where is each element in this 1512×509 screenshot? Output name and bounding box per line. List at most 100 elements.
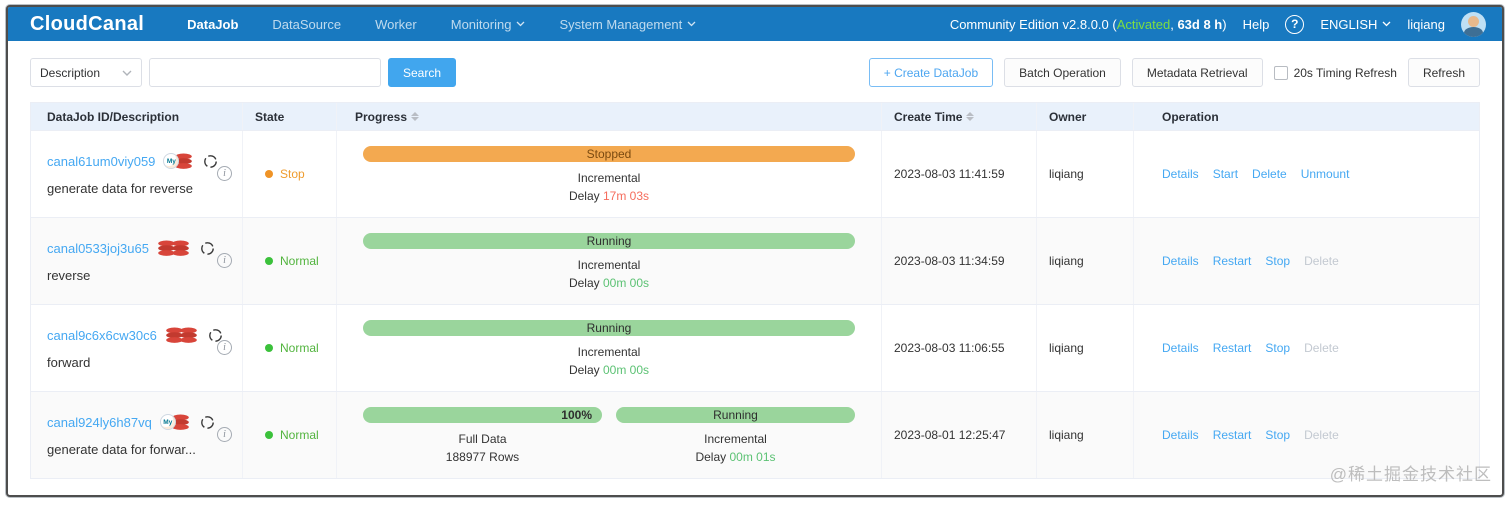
progress-stage: Incremental	[577, 344, 641, 359]
info-icon[interactable]: i	[217, 340, 232, 355]
edition-info: Community Edition v2.8.0.0 (Activated, 6…	[949, 16, 1227, 32]
column-header-operation: Operation	[1162, 109, 1219, 124]
redis-icon	[180, 327, 197, 343]
create-datajob-button[interactable]: + Create DataJob	[868, 58, 994, 87]
nav-item-monitoring[interactable]: Monitoring	[434, 7, 543, 41]
filter-type-select[interactable]: Description	[30, 58, 142, 87]
progress-segment-full-data: 100% Full Data 188977 Rows	[363, 406, 602, 464]
info-icon[interactable]: i	[217, 253, 232, 268]
delete-link: Delete	[1304, 428, 1339, 442]
operation-cell: Details Restart Stop Delete	[1134, 392, 1479, 478]
delay-value: 00m 00s	[602, 275, 650, 290]
info-icon[interactable]: i	[217, 166, 232, 181]
create-time-cell: 2023-08-03 11:06:55	[882, 305, 1037, 391]
delay-value: 17m 03s	[602, 188, 650, 203]
state-cell: Normal	[243, 218, 337, 304]
state-cell: Stop	[243, 131, 337, 217]
app-window: CloudCanal DataJob DataSource Worker Mon…	[6, 5, 1504, 497]
datajob-id-link[interactable]: canal61um0viy059	[47, 153, 156, 169]
status-label: Normal	[280, 428, 319, 442]
datajob-id-link[interactable]: canal924ly6h87vq	[47, 414, 152, 430]
help-link[interactable]: Help	[1242, 16, 1270, 32]
progress-segment: Running Incremental Delay 00m 00s	[363, 319, 855, 377]
language-selector[interactable]: ENGLISH	[1320, 17, 1391, 32]
sort-icon[interactable]	[411, 112, 420, 121]
search-button[interactable]: Search	[388, 58, 457, 87]
watermark: @稀土掘金技术社区	[1329, 465, 1492, 484]
table-row: canal0533joj3u65 reverse i Normal	[31, 217, 1479, 304]
progress-segment: Stopped Incremental Delay 17m 03s	[363, 145, 855, 203]
nav-item-datajob[interactable]: DataJob	[187, 16, 239, 32]
owner-cell: liqiang	[1037, 218, 1134, 304]
timing-refresh-toggle[interactable]: 20s Timing Refresh	[1273, 65, 1397, 80]
search-input[interactable]	[149, 58, 381, 87]
nav-item-datasource[interactable]: DataSource	[272, 16, 342, 32]
batch-operation-button[interactable]: Batch Operation	[1004, 58, 1121, 87]
chevron-down-icon	[1382, 21, 1391, 27]
metadata-retrieval-button[interactable]: Metadata Retrieval	[1131, 58, 1263, 87]
sync-icon	[200, 415, 215, 430]
table-row: canal61um0viy059 My generate data for re…	[31, 130, 1479, 217]
create-time-cell: 2023-08-03 11:34:59	[882, 218, 1037, 304]
user-avatar[interactable]	[1461, 11, 1486, 37]
delay-value: 00m 00s	[602, 362, 650, 377]
column-header-progress[interactable]: Progress	[337, 103, 882, 130]
timing-refresh-checkbox[interactable]	[1273, 65, 1288, 80]
delay-value: 00m 01s	[729, 449, 776, 464]
stop-link[interactable]: Stop	[1265, 428, 1291, 442]
nav-item-worker[interactable]: Worker	[375, 16, 417, 32]
datajob-cell: canal0533joj3u65 reverse i	[31, 218, 243, 304]
stop-link[interactable]: Stop	[1265, 341, 1291, 355]
table-row: canal924ly6h87vq My generate data for fo…	[31, 391, 1479, 478]
stop-link[interactable]: Stop	[1265, 254, 1291, 268]
details-link[interactable]: Details	[1162, 341, 1199, 355]
rows-count: 188977 Rows	[445, 449, 520, 464]
sort-icon[interactable]	[966, 112, 975, 121]
details-link[interactable]: Details	[1162, 167, 1199, 181]
details-link[interactable]: Details	[1162, 254, 1199, 268]
datajob-id-link[interactable]: canal9c6x6cw30c6	[47, 327, 157, 343]
sync-icon	[208, 328, 223, 343]
status-label: Stop	[280, 167, 305, 181]
restart-link[interactable]: Restart	[1212, 428, 1252, 442]
restart-link[interactable]: Restart	[1212, 341, 1252, 355]
details-link[interactable]: Details	[1162, 428, 1199, 442]
avatar-head	[1468, 15, 1479, 27]
state-cell: Normal	[243, 305, 337, 391]
column-header-datajob: DataJob ID/Description	[31, 103, 243, 130]
redis-icon	[175, 153, 193, 169]
progress-segment: Running Incremental Delay 00m 00s	[363, 232, 855, 290]
datajob-id-link[interactable]: canal0533joj3u65	[47, 240, 149, 256]
cloudcanal-logo: CloudCanal	[30, 12, 145, 35]
status-dot	[265, 431, 273, 439]
state-cell: Normal	[243, 392, 337, 478]
status-label: Normal	[280, 341, 319, 355]
mysql-icon: My	[159, 414, 176, 430]
restart-link[interactable]: Restart	[1212, 254, 1252, 268]
column-header-create-time[interactable]: Create Time	[882, 103, 1037, 130]
username[interactable]: liqiang	[1407, 16, 1445, 32]
delete-link[interactable]: Delete	[1252, 167, 1287, 181]
progress-bar: Running	[616, 406, 855, 423]
mysql-icon: My	[163, 153, 180, 169]
create-time-cell: 2023-08-01 12:25:47	[882, 392, 1037, 478]
operation-cell: Details Restart Stop Delete	[1134, 305, 1479, 391]
nav-item-system-management[interactable]: System Management	[542, 7, 713, 41]
progress-cell: 100% Full Data 188977 Rows Running Incre…	[337, 392, 882, 478]
delete-link: Delete	[1304, 341, 1339, 355]
datajob-cell: canal924ly6h87vq My generate data for fo…	[31, 392, 243, 478]
toolbar-actions: + Create DataJob Batch Operation Metadat…	[868, 58, 1480, 87]
refresh-button[interactable]: Refresh	[1407, 58, 1480, 87]
delete-link: Delete	[1304, 254, 1339, 268]
info-icon[interactable]: i	[217, 427, 232, 442]
activated-status: Activated	[1116, 16, 1171, 32]
start-link[interactable]: Start	[1212, 167, 1239, 181]
progress-stage: Incremental	[704, 431, 767, 446]
unmount-link[interactable]: Unmount	[1300, 167, 1350, 181]
progress-bar: Running	[363, 232, 855, 249]
datajob-description: forward	[47, 354, 91, 370]
chevron-down-icon	[516, 21, 525, 27]
owner-cell: liqiang	[1037, 305, 1134, 391]
question-icon[interactable]: ?	[1285, 14, 1305, 34]
progress-bar: Stopped	[363, 145, 855, 162]
